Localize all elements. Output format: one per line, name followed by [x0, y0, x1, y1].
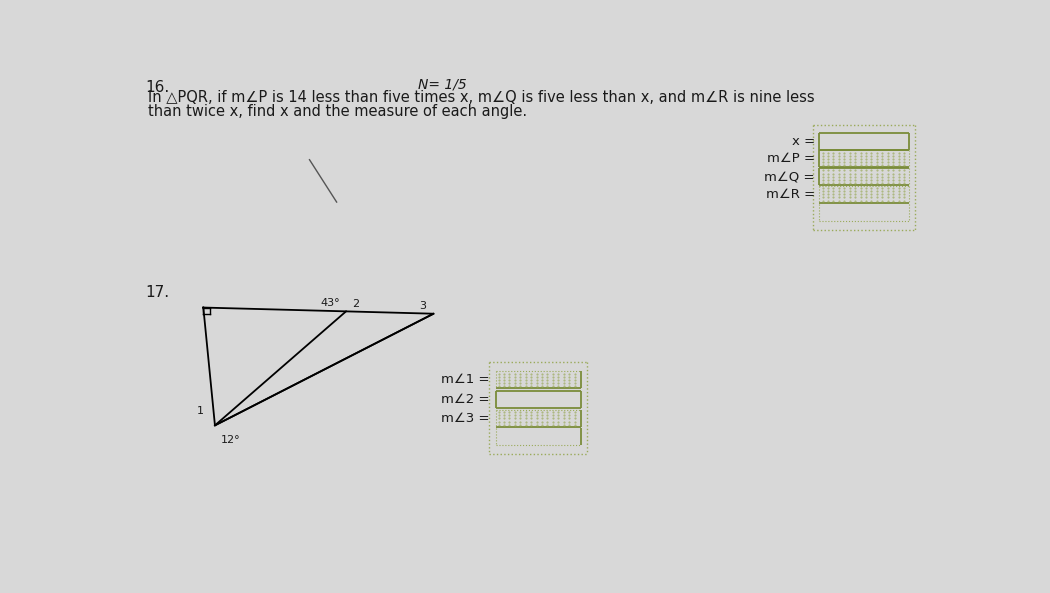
Text: m∠2 =: m∠2 = [441, 393, 489, 406]
Text: 3: 3 [420, 301, 426, 311]
Text: 43°: 43° [320, 298, 340, 308]
Text: m∠Q =: m∠Q = [764, 170, 815, 183]
Text: 12°: 12° [222, 435, 240, 445]
Text: In △PQR, if m∠P is 14 less than five times x, m∠Q is five less than x, and m∠R i: In △PQR, if m∠P is 14 less than five tim… [148, 90, 815, 106]
Text: than twice x, find x and the measure of each angle.: than twice x, find x and the measure of … [148, 104, 527, 119]
Text: 16.: 16. [145, 81, 169, 95]
Text: N= 1/5: N= 1/5 [418, 77, 467, 91]
Text: m∠3 =: m∠3 = [441, 412, 489, 425]
Text: m∠R =: m∠R = [765, 188, 815, 201]
Text: m∠1 =: m∠1 = [441, 374, 489, 387]
Text: m∠P =: m∠P = [766, 152, 815, 165]
Text: 17.: 17. [145, 285, 169, 300]
Text: x =: x = [792, 135, 815, 148]
Text: 1: 1 [197, 406, 204, 416]
Text: 2: 2 [352, 299, 359, 309]
